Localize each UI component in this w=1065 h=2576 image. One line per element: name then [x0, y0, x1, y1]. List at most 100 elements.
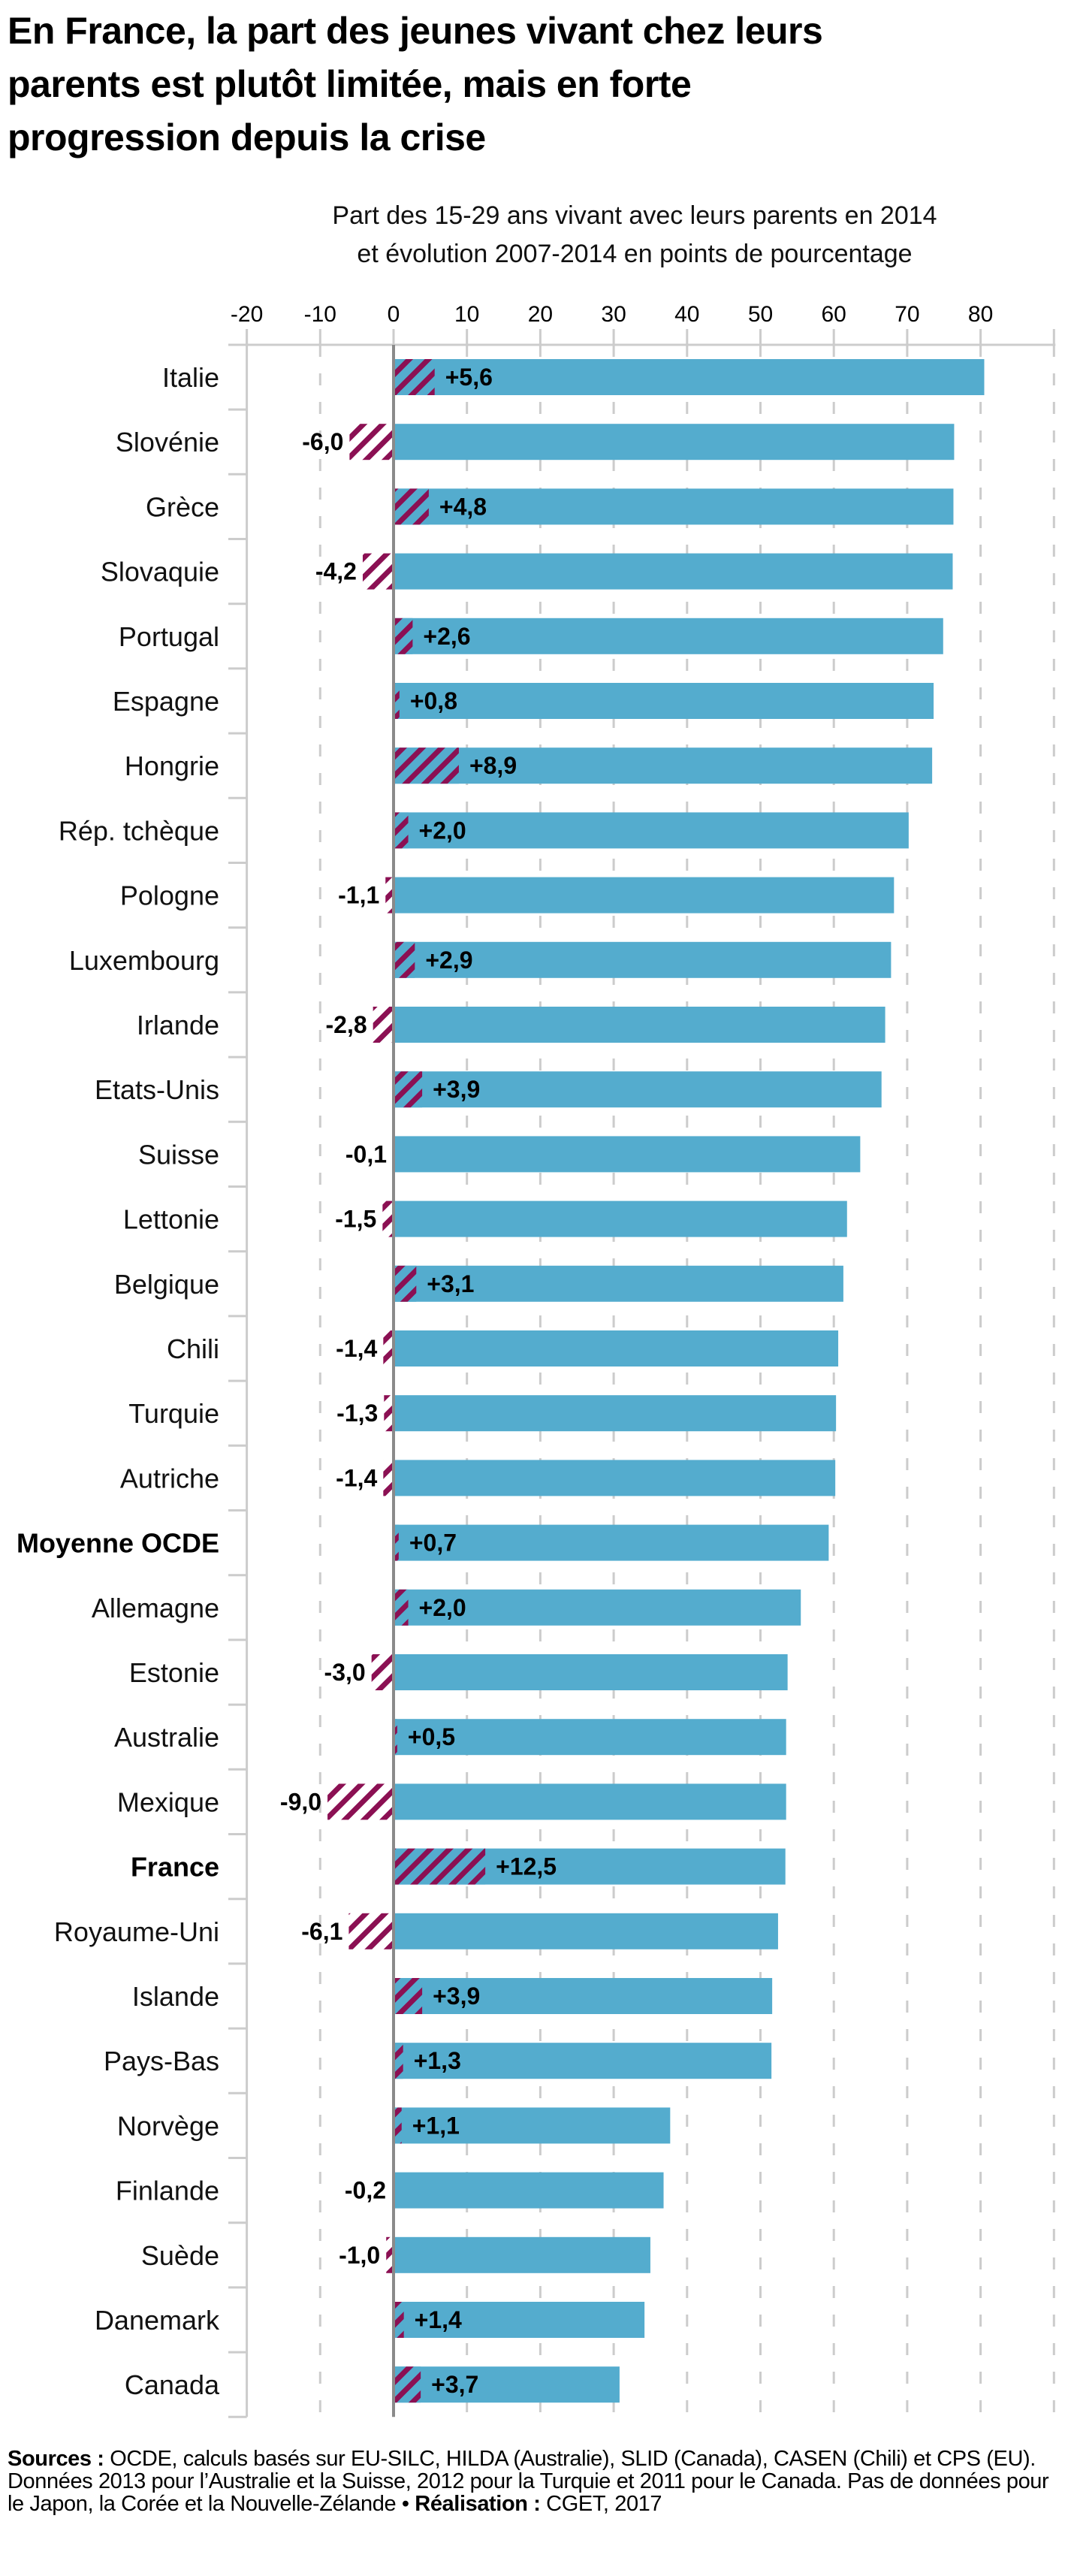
x-tick-label: -10 — [304, 302, 336, 327]
change-value-label: +3,9 — [433, 1076, 480, 1103]
share-bar — [394, 1978, 773, 2014]
x-tick-label: 50 — [748, 302, 773, 327]
category-label: Royaume-Uni — [54, 1916, 219, 1947]
change-value-label: +2,0 — [419, 1594, 466, 1621]
change-value-label: +2,6 — [423, 623, 470, 650]
change-bar-negative — [371, 1654, 394, 1690]
share-bar — [394, 1330, 839, 1367]
change-bar-negative — [384, 1395, 394, 1432]
change-bar-positive — [394, 1978, 423, 2014]
sources-note: Sources : OCDE, calculs basés sur EU-SIL… — [8, 2448, 1059, 2515]
category-label: Luxembourg — [69, 945, 219, 976]
category-label: Suisse — [138, 1139, 219, 1170]
share-bar — [394, 1265, 843, 1302]
change-bar-positive — [394, 2043, 403, 2079]
x-tick-label: 60 — [822, 302, 846, 327]
share-bar — [394, 553, 953, 590]
x-tick-label: 0 — [388, 302, 400, 327]
chart-subtitle-line: Part des 15-29 ans vivant avec leurs par… — [332, 201, 937, 230]
change-bar-positive — [394, 1848, 486, 1885]
share-bar — [394, 2366, 620, 2403]
share-bar — [394, 1913, 778, 1949]
change-value-label: -0,2 — [345, 2177, 386, 2204]
change-value-label: +3,9 — [433, 1983, 480, 2010]
change-value-label: +0,5 — [408, 1723, 455, 1750]
share-bar — [394, 812, 909, 849]
share-bar — [394, 1007, 885, 1043]
category-label: Hongrie — [125, 750, 219, 781]
category-label: Canada — [125, 2369, 220, 2400]
change-bar-negative — [362, 553, 394, 590]
share-bar — [394, 683, 934, 719]
change-value-label: +3,1 — [427, 1270, 474, 1297]
share-bar — [394, 488, 954, 525]
chart-subtitle: Part des 15-29 ans vivant avec leurs par… — [225, 197, 1044, 273]
change-bar-positive — [394, 747, 459, 784]
sources-label: Sources : — [8, 2447, 104, 2471]
change-value-label: +4,8 — [439, 493, 487, 520]
x-tick-label: 70 — [895, 302, 919, 327]
category-label: Rép. tchèque — [59, 815, 219, 846]
category-label: Autriche — [120, 1463, 219, 1493]
share-bar — [394, 1524, 829, 1561]
change-value-label: -9,0 — [280, 1788, 321, 1815]
category-label: France — [131, 1852, 219, 1883]
category-label: Espagne — [113, 686, 219, 717]
change-bar-positive — [394, 618, 413, 654]
x-axis: -20 -10 0 10 20 30 40 50 60 70 80 — [228, 302, 1056, 2418]
share-bar — [394, 359, 985, 395]
share-bar — [394, 2302, 645, 2338]
category-label: Irlande — [137, 1010, 219, 1040]
change-value-label: -1,0 — [339, 2242, 380, 2269]
share-bar — [394, 2236, 650, 2273]
change-value-label: -6,0 — [302, 428, 343, 455]
category-label: Allemagne — [92, 1593, 219, 1623]
category-label: Portugal — [119, 621, 219, 652]
change-value-label: -6,1 — [301, 1918, 342, 1945]
category-label: Mexique — [117, 1786, 219, 1817]
change-bar-negative — [385, 877, 394, 914]
category-label: Norvège — [117, 2110, 219, 2141]
share-bar — [394, 1783, 786, 1820]
category-label: Italie — [162, 362, 219, 393]
category-label: Pologne — [120, 880, 219, 911]
bars — [327, 345, 985, 2417]
category-label: Etats-Unis — [95, 1074, 219, 1105]
change-value-label: +8,9 — [469, 752, 517, 779]
change-value-label: -2,8 — [326, 1011, 367, 1038]
labels: Italie +5,6 Slovénie -6,0 Grèce +4,8 Slovaquie… — [17, 362, 557, 2400]
share-bar — [394, 2043, 772, 2079]
change-value-label: -1,3 — [336, 1400, 378, 1427]
change-value-label: -1,4 — [336, 1335, 377, 1362]
share-bar — [394, 877, 895, 914]
x-tick-label: 20 — [528, 302, 553, 327]
category-label: Islande — [132, 1981, 219, 2012]
change-value-label: +0,7 — [409, 1530, 457, 1557]
change-bar-positive — [394, 1071, 423, 1108]
credit-text: CGET, 2017 — [540, 2492, 662, 2516]
share-bar — [394, 1654, 788, 1690]
share-bar — [394, 1136, 861, 1173]
change-bar-negative — [382, 1200, 394, 1237]
change-bar-positive — [394, 1265, 417, 1302]
share-bar — [394, 941, 892, 978]
category-label: Australie — [114, 1722, 219, 1753]
sources-text: OCDE, calculs basés sur EU-SILC, HILDA (… — [8, 2447, 1049, 2516]
category-label: Estonie — [129, 1657, 219, 1688]
change-bar-negative — [327, 1783, 394, 1820]
credit-label: Réalisation : — [415, 2492, 541, 2516]
change-bar-negative — [373, 1007, 394, 1043]
change-bar-positive — [394, 1524, 399, 1561]
category-label: Danemark — [95, 2305, 220, 2336]
change-bar-positive — [394, 1589, 409, 1626]
category-label: Suède — [141, 2240, 219, 2271]
change-bar-negative — [383, 1460, 394, 1496]
change-bar-negative — [383, 1330, 394, 1367]
change-value-label: +2,0 — [419, 817, 466, 844]
change-bar-positive — [394, 488, 429, 525]
category-label: Chili — [167, 1333, 219, 1364]
category-label: Moyenne OCDE — [17, 1528, 219, 1559]
share-bar — [394, 747, 933, 784]
change-value-label: +1,3 — [414, 2047, 461, 2074]
